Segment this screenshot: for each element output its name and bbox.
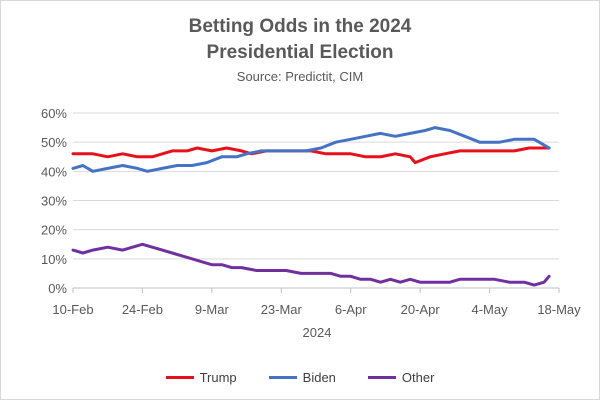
legend-label: Other xyxy=(401,370,435,385)
legend-swatch xyxy=(268,376,297,379)
x-tick-label: 10-Feb xyxy=(52,302,93,317)
series-line-other xyxy=(71,242,551,287)
legend-item-trump: Trump xyxy=(165,370,237,385)
x-tick-label: 24-Feb xyxy=(122,302,163,317)
legend-label: Trump xyxy=(199,370,237,385)
chart-title-line1: Betting Odds in the 2024 xyxy=(188,16,412,37)
legend: Trump Biden Other xyxy=(1,367,599,385)
y-tick-label: 0% xyxy=(48,281,67,296)
y-tick-label: 60% xyxy=(41,106,67,121)
legend-item-other: Other xyxy=(367,370,435,385)
legend-swatch xyxy=(367,376,396,379)
y-tick-label: 50% xyxy=(41,135,67,150)
y-tick-label: 40% xyxy=(41,164,67,179)
chart-title-line2: Presidential Election xyxy=(206,42,394,63)
y-tick-label: 20% xyxy=(41,223,67,238)
series-line-biden xyxy=(71,126,551,173)
legend-label: Biden xyxy=(302,370,336,385)
y-tick-label: 30% xyxy=(41,194,67,209)
x-tick-label: 20-Apr xyxy=(401,302,441,317)
x-tick-label: 6-Apr xyxy=(335,302,367,317)
x-axis-label: 2024 xyxy=(303,325,332,340)
x-tick-label: 23-Mar xyxy=(261,302,303,317)
y-axis: 0% 10% 20% 30% 40% 50% 60% xyxy=(41,106,67,296)
legend-item-biden: Biden xyxy=(268,370,336,385)
x-axis: 10-Feb 24-Feb 9-Mar 23-Mar 6-Apr 20-Apr 4-May 1… xyxy=(52,287,581,317)
legend-swatch xyxy=(165,376,194,379)
y-tick-label: 10% xyxy=(41,252,67,267)
series-line-trump xyxy=(71,146,551,165)
x-tick-label: 9-Mar xyxy=(195,302,230,317)
chart-subtitle: Source: Predictit, CIM xyxy=(236,69,364,84)
gridlines xyxy=(73,112,559,260)
x-tick-label: 4-May xyxy=(472,302,509,317)
series-lines xyxy=(71,126,551,287)
x-tick-label: 18-May xyxy=(537,302,581,317)
